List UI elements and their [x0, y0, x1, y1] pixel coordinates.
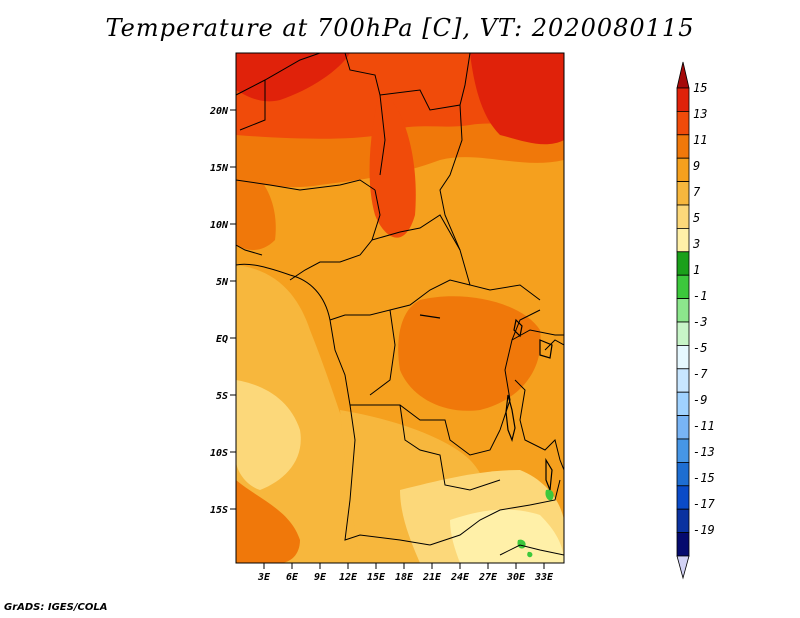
country-borders	[236, 53, 564, 556]
colorbar-label: -5	[693, 341, 707, 355]
lon-label-3E: 3E	[257, 572, 271, 583]
colorbar-swatch	[676, 485, 690, 510]
lat-label-20N: 20N	[209, 106, 229, 117]
colorbar-label: -3	[693, 315, 707, 329]
colorbar-swatch	[676, 87, 690, 112]
colorbar-top-arrow	[676, 61, 690, 89]
colorbar-swatch	[676, 368, 690, 393]
lon-label-27E: 27E	[478, 572, 498, 583]
colorbar-swatch	[676, 298, 690, 323]
colorbar-label: 13	[693, 107, 707, 121]
colorbar-swatch	[676, 415, 690, 440]
colorbar-label: -11	[693, 419, 715, 433]
map-frame	[235, 52, 565, 564]
colorbar-swatch	[676, 532, 690, 557]
lon-label-18E: 18E	[395, 572, 414, 583]
lat-label-10N: 10N	[210, 220, 229, 231]
colorbar-swatch	[676, 134, 690, 159]
colorbar-bottom-arrow	[676, 555, 690, 580]
colorbar-swatch	[676, 181, 690, 206]
lon-label-21E: 21E	[422, 572, 442, 583]
lat-label-5S: 5S	[216, 391, 228, 402]
colorbar-label: 9	[693, 159, 700, 173]
colorbar-swatch	[676, 508, 690, 534]
colorbar-swatch	[676, 157, 690, 182]
colorbar-swatch	[676, 227, 690, 253]
colorbar	[676, 61, 690, 580]
colorbar-label: -13	[693, 445, 715, 459]
colorbar-label: 1	[693, 263, 700, 277]
colorbar-swatch	[676, 461, 690, 487]
colorbar-label: 5	[693, 211, 700, 225]
footer-credit: GrADS: IGES/COLA	[4, 602, 108, 613]
lon-label-9E: 9E	[314, 572, 327, 583]
lat-label-15S: 15S	[210, 505, 228, 516]
colorbar-swatch	[676, 111, 690, 136]
colorbar-label: 7	[693, 185, 701, 199]
colorbar-label: -15	[693, 471, 715, 485]
lakes	[419, 314, 553, 491]
colorbar-swatch	[676, 204, 690, 229]
colorbar-label: 11	[693, 133, 707, 147]
colorbar-labels: 15 13 11 9 7 5 3 1 -1 -3 -5 -7 -9 -11 -1…	[692, 81, 715, 537]
colorbar-label: -9	[693, 393, 707, 407]
colorbar-label: -1	[693, 289, 707, 303]
lat-label-15N: 15N	[210, 163, 229, 174]
colorbar-label: 15	[693, 81, 707, 95]
colorbar-swatch	[676, 344, 690, 370]
lon-label-6E: 6E	[286, 572, 299, 583]
colorbar-label: 3	[692, 237, 700, 251]
colorbar-label: -7	[693, 367, 708, 381]
colorbar-swatch	[676, 391, 690, 417]
colorbar-swatch	[676, 251, 690, 276]
lon-axis: 3E 6E 9E 12E 15E 18E 21E 24E 27E 30E 33E	[257, 563, 554, 583]
colorbar-label: -19	[693, 523, 715, 537]
lat-label-10S: 10S	[210, 448, 228, 459]
colorbar-label: -17	[693, 497, 715, 511]
lon-label-15E: 15E	[367, 572, 386, 583]
lat-axis: 20N 15N 10N 5N EQ 5S 10S 15S	[209, 106, 236, 516]
lon-label-12E: 12E	[339, 572, 358, 583]
colorbar-swatch	[676, 438, 690, 463]
lat-label-EQ: EQ	[216, 334, 228, 345]
lat-label-5N: 5N	[216, 277, 229, 288]
map-title: Temperature at 700hPa [C], VT: 202008011…	[105, 14, 695, 42]
colorbar-swatch	[676, 321, 690, 346]
lon-label-33E: 33E	[534, 572, 554, 583]
lon-label-24E: 24E	[450, 572, 470, 583]
lon-label-30E: 30E	[506, 572, 526, 583]
colorbar-swatch	[676, 274, 690, 300]
